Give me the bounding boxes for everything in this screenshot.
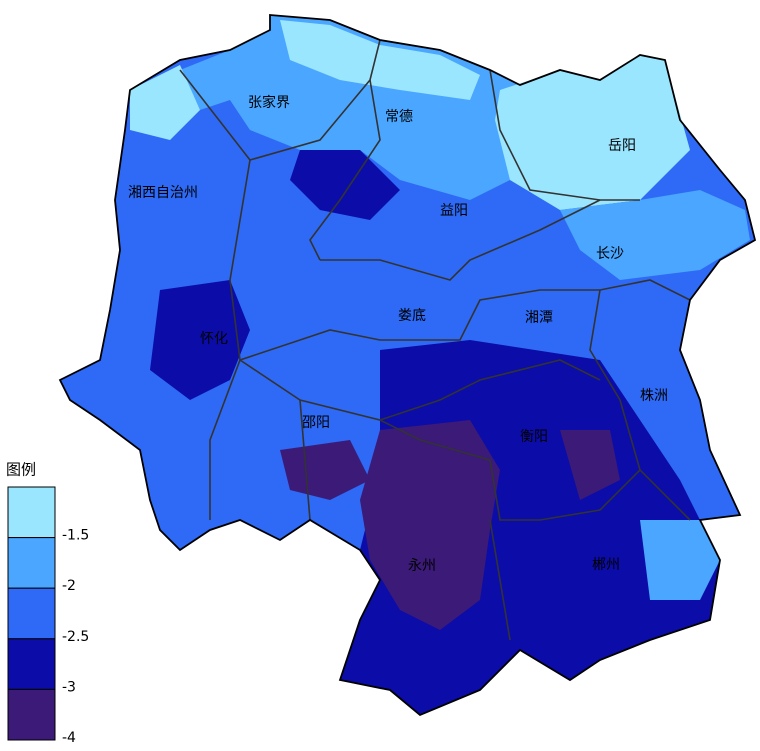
legend-label: -1.5 [62, 528, 89, 544]
province-shape [58, 14, 757, 717]
legend-swatch [7, 638, 56, 690]
region-label: 郴州 [592, 557, 620, 573]
legend-swatch [7, 587, 56, 640]
legend-label: -2.5 [62, 629, 89, 645]
region-label: 常德 [385, 109, 413, 125]
region-label: 湘西自治州 [128, 185, 198, 201]
region-label: 长沙 [596, 246, 624, 262]
legend-swatch [7, 688, 56, 741]
region-label: 衡阳 [520, 429, 548, 445]
region-label: 岳阳 [608, 138, 636, 154]
region-label: 湘潭 [525, 309, 553, 326]
legend: -1.5 -2 -2.5 -3 -4 [7, 486, 89, 746]
region-label: 娄底 [398, 308, 426, 324]
legend-swatch [7, 537, 56, 589]
legend-swatch [7, 486, 56, 539]
legend-label: -4 [62, 730, 76, 746]
region-label: 永州 [408, 558, 436, 574]
region-label: 邵阳 [302, 415, 330, 431]
legend-label: -2 [62, 578, 76, 594]
region-label: 怀化 [200, 331, 228, 347]
legend-title: 图例 [6, 461, 36, 479]
legend-label: -3 [62, 679, 76, 695]
region-label: 益阳 [440, 203, 468, 219]
region-borders [179, 39, 691, 641]
region-label: 株洲 [640, 388, 668, 404]
region-label: 张家界 [248, 94, 290, 111]
